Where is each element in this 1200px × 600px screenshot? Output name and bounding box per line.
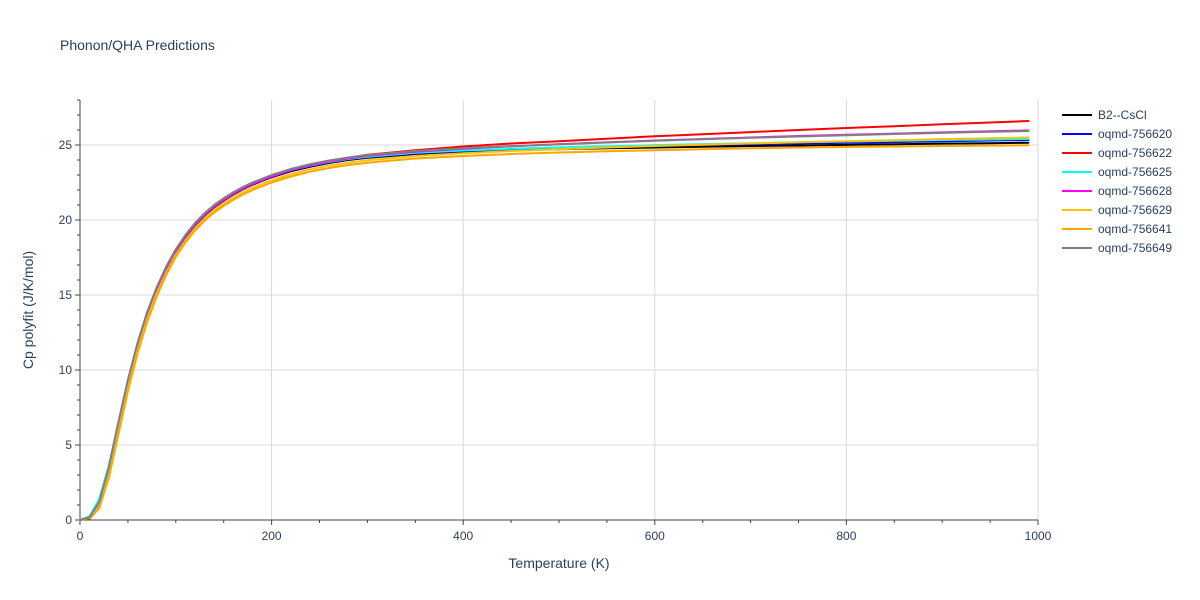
legend-label: oqmd-756622 bbox=[1098, 146, 1172, 160]
y-tick-label: 0 bbox=[65, 513, 72, 527]
series-line-oqmd-756620 bbox=[79, 139, 1030, 521]
series-line-oqmd-756649 bbox=[79, 130, 1030, 521]
x-tick-label: 200 bbox=[262, 529, 282, 543]
legend-label: oqmd-756649 bbox=[1098, 241, 1172, 255]
grid-layer bbox=[80, 100, 1039, 520]
y-tick-label: 25 bbox=[59, 138, 73, 152]
legend-label: oqmd-756620 bbox=[1098, 127, 1172, 141]
legend-item-oqmd-756622[interactable]: oqmd-756622 bbox=[1062, 146, 1172, 160]
series-layer bbox=[79, 120, 1030, 521]
legend-item-b2-cscl[interactable]: B2--CsCl bbox=[1062, 108, 1147, 122]
y-tick-label: 5 bbox=[65, 438, 72, 452]
legend-item-oqmd-756620[interactable]: oqmd-756620 bbox=[1062, 127, 1172, 141]
y-tick-label: 20 bbox=[59, 213, 73, 227]
series-line-oqmd-756629 bbox=[79, 136, 1030, 521]
legend-item-oqmd-756641[interactable]: oqmd-756641 bbox=[1062, 222, 1172, 236]
legend-item-oqmd-756628[interactable]: oqmd-756628 bbox=[1062, 184, 1172, 198]
x-tick-label: 0 bbox=[77, 529, 84, 543]
y-tick-label: 15 bbox=[59, 288, 73, 302]
legend-item-oqmd-756629[interactable]: oqmd-756629 bbox=[1062, 203, 1172, 217]
chart-title: Phonon/QHA Predictions bbox=[60, 37, 215, 53]
series-line-oqmd-756622 bbox=[79, 120, 1030, 521]
legend-label: oqmd-756641 bbox=[1098, 222, 1172, 236]
legend-label: oqmd-756628 bbox=[1098, 184, 1172, 198]
x-tick-label: 600 bbox=[645, 529, 665, 543]
legend-item-oqmd-756625[interactable]: oqmd-756625 bbox=[1062, 165, 1172, 179]
x-axis-title: Temperature (K) bbox=[508, 555, 609, 571]
x-tick-label: 400 bbox=[453, 529, 473, 543]
y-axis-title: Cp polyfit (J/K/mol) bbox=[20, 251, 36, 369]
legend-label: oqmd-756629 bbox=[1098, 203, 1172, 217]
series-line-oqmd-756625 bbox=[79, 138, 1030, 521]
legend-item-oqmd-756649[interactable]: oqmd-756649 bbox=[1062, 241, 1172, 255]
axes-layer: 0 200 400 600 800 1000 0 5 10 15 20 25 bbox=[59, 99, 1052, 543]
series-line-oqmd-756641 bbox=[79, 144, 1030, 521]
legend-label: B2--CsCl bbox=[1098, 108, 1147, 122]
legend-label: oqmd-756625 bbox=[1098, 165, 1172, 179]
y-tick-label: 10 bbox=[59, 363, 73, 377]
series-line-oqmd-756628 bbox=[79, 129, 1030, 521]
legend[interactable]: B2--CsCl oqmd-756620 oqmd-756622 oqmd-75662… bbox=[1062, 108, 1172, 255]
x-tick-label: 1000 bbox=[1025, 529, 1052, 543]
x-tick-label: 800 bbox=[836, 529, 856, 543]
